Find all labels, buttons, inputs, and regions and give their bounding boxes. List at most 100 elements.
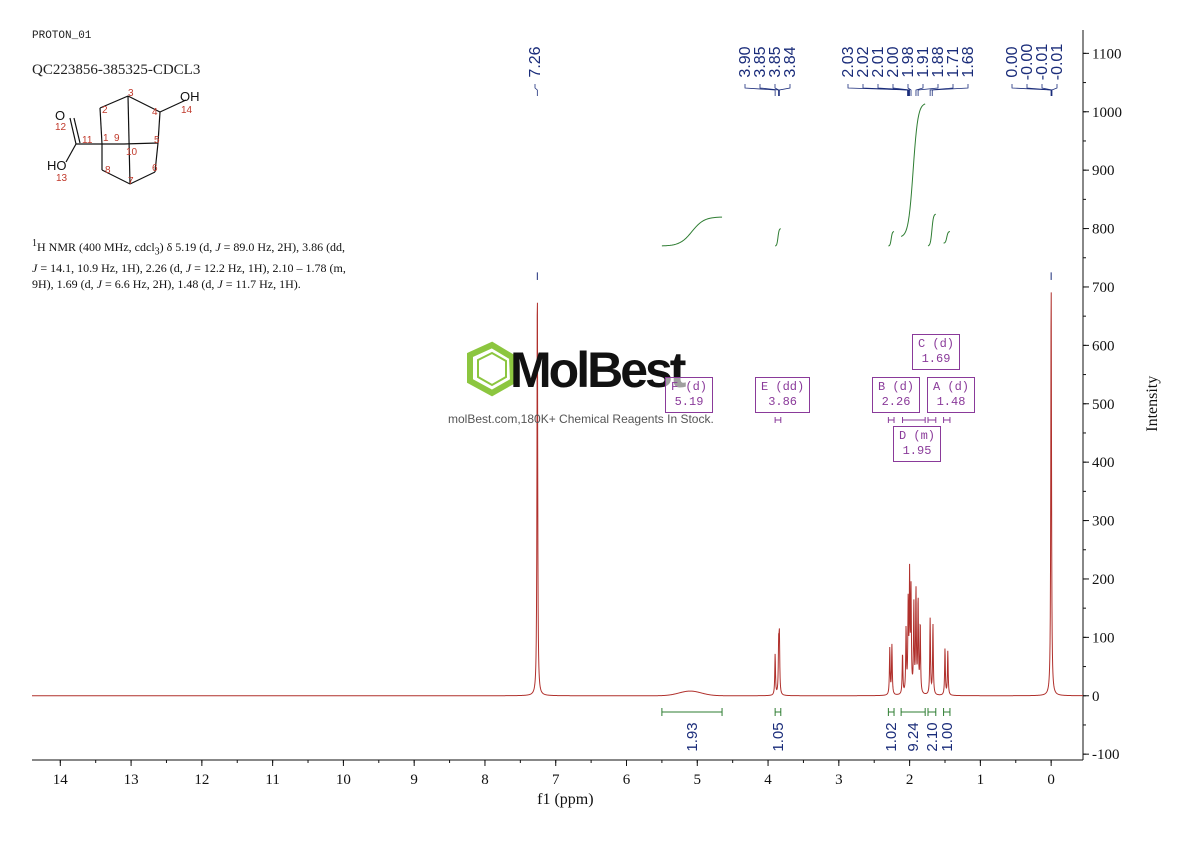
integral-curve <box>927 213 936 247</box>
nmr-text: H NMR (400 MHz, cdcl <box>37 240 155 254</box>
watermark-brand: MolBest <box>510 342 686 398</box>
peak-label: 0.00 <box>1004 46 1021 77</box>
peak-leader <box>907 84 912 96</box>
spectrum-trace <box>32 292 1083 697</box>
multiplet-letter: E (dd) <box>761 380 805 394</box>
atom-label: 11 <box>82 135 93 146</box>
atom-label: 7 <box>128 176 134 187</box>
x-tick-label: 12 <box>194 772 209 788</box>
atom-label-hetero: OH <box>180 89 200 104</box>
peak-leader <box>534 84 538 96</box>
nmr-text: 9H), 1.69 (d, <box>32 277 97 292</box>
multiplet-shift: 1.69 <box>921 352 951 366</box>
atom-label: 8 <box>105 165 111 176</box>
peak-leader <box>862 84 909 96</box>
multiplet-box-c: C (d) 1.69 <box>912 334 961 370</box>
nmr-text: = 12.2 Hz, 1H), 2.10 – 1.78 (m, <box>191 261 346 276</box>
peak-leader <box>1051 84 1058 96</box>
multiplet-letter: B (d) <box>878 380 915 394</box>
peak-leader <box>917 84 939 96</box>
peak-leader <box>774 84 780 96</box>
y-tick-label: 300 <box>1092 514 1115 530</box>
peak-leader <box>931 84 969 96</box>
multiplet-shift: 5.19 <box>674 395 704 409</box>
nmr-text: = 14.1, 10.9 Hz, 1H), 2.26 (d, <box>37 261 186 276</box>
atom-label: 12 <box>55 122 67 133</box>
peak-label: 2.00 <box>885 46 902 77</box>
peak-label: 2.03 <box>840 46 857 77</box>
sample-id: QC223856-385325-CDCL3 <box>32 62 201 78</box>
nmr-j: J <box>215 240 221 254</box>
atom-label-hetero: O <box>55 108 65 123</box>
peak-label: 2.02 <box>855 46 872 77</box>
peak-label: 3.85 <box>767 46 784 77</box>
multiplet-shift: 1.48 <box>936 395 966 409</box>
nmr-text: = 6.6 Hz, 2H), 1.48 (d, <box>102 277 218 292</box>
multiplet-box-d: D (m) 1.95 <box>893 426 942 462</box>
watermark-tagline: molBest.com,180K+ Chemical Reagents In S… <box>448 412 714 426</box>
y-tick-label: 200 <box>1092 572 1115 588</box>
nmr-text: = 89.0 Hz, 2H), 3.86 (dd, <box>220 240 346 254</box>
atom-label: 14 <box>181 105 193 116</box>
integral-value: 1.05 <box>770 722 787 751</box>
atom-label: 5 <box>154 135 160 146</box>
peak-label: 3.85 <box>752 46 769 77</box>
atom-label: 10 <box>126 147 138 158</box>
integral-value: 1.00 <box>939 722 956 751</box>
peak-leader <box>744 84 776 96</box>
peak-label: 1.88 <box>930 46 947 77</box>
x-tick-label: 9 <box>410 772 418 788</box>
x-tick-label: 7 <box>552 772 560 788</box>
nmr-j: J <box>32 261 38 276</box>
integral-value: 1.02 <box>883 722 900 751</box>
nmr-sub: 3 <box>154 246 160 258</box>
multiplet-letter: D (m) <box>899 429 936 443</box>
x-tick-label: 4 <box>764 772 772 788</box>
peak-label: -0.00 <box>1019 44 1036 81</box>
peak-label: 1.71 <box>945 46 962 77</box>
x-tick-label: 5 <box>694 772 702 788</box>
integral-curve <box>943 231 951 244</box>
peak-label: 7.26 <box>527 46 544 77</box>
nmr-j: J <box>96 277 102 292</box>
multiplet-box-e: E (dd) 3.86 <box>755 377 811 413</box>
y-tick-label: 600 <box>1092 338 1115 354</box>
multiplet-shift: 3.86 <box>768 395 798 409</box>
nmr-description: 1H NMR (400 MHz, cdcl3) δ 5.19 (d, J = 8… <box>32 236 402 292</box>
nmr-sup: 1 <box>32 238 37 249</box>
x-tick-label: 0 <box>1047 772 1055 788</box>
multiplet-shift: 1.95 <box>902 444 932 458</box>
peak-leader <box>1011 84 1052 96</box>
peak-leader <box>1026 84 1052 96</box>
peak-leader <box>929 84 954 96</box>
peak-leader <box>778 84 791 96</box>
peak-label: 1.98 <box>900 46 917 77</box>
x-tick-label: 13 <box>124 772 139 788</box>
y-tick-label: -100 <box>1092 747 1120 763</box>
x-tick-label: 10 <box>336 772 351 788</box>
integral-curve <box>900 103 926 237</box>
watermark: MolBest molBest.com,180K+ Chemical Reage… <box>448 340 752 440</box>
nmr-j: J <box>217 277 223 292</box>
peak-leader <box>892 84 911 96</box>
x-tick-label: 3 <box>835 772 843 788</box>
spectrum-line <box>32 292 1083 697</box>
multiplet-box-b: B (d) 2.26 <box>872 377 921 413</box>
integral-value: 2.10 <box>924 722 941 751</box>
multiplet-letter: F (d) <box>671 380 708 394</box>
y-tick-label: 100 <box>1092 630 1115 646</box>
y-tick-label: 700 <box>1092 280 1115 296</box>
integral-value: 1.93 <box>684 722 701 751</box>
integral-curves <box>661 103 951 247</box>
peak-label: -0.01 <box>1034 44 1051 81</box>
y-tick-label: 0 <box>1092 689 1100 705</box>
molecule-structure: 2 3 4 14 12 11 1 9 5 10 13 8 7 6 OH O HO <box>47 88 200 187</box>
peak-label: 2.01 <box>870 46 887 77</box>
peak-label: 3.90 <box>737 46 754 77</box>
peak-leader <box>877 84 910 96</box>
watermark-logo-icon <box>467 341 517 397</box>
integral-curve <box>888 231 895 247</box>
peak-leader <box>915 84 924 96</box>
atom-label: 1 <box>103 133 109 144</box>
atom-label: 9 <box>114 133 120 144</box>
